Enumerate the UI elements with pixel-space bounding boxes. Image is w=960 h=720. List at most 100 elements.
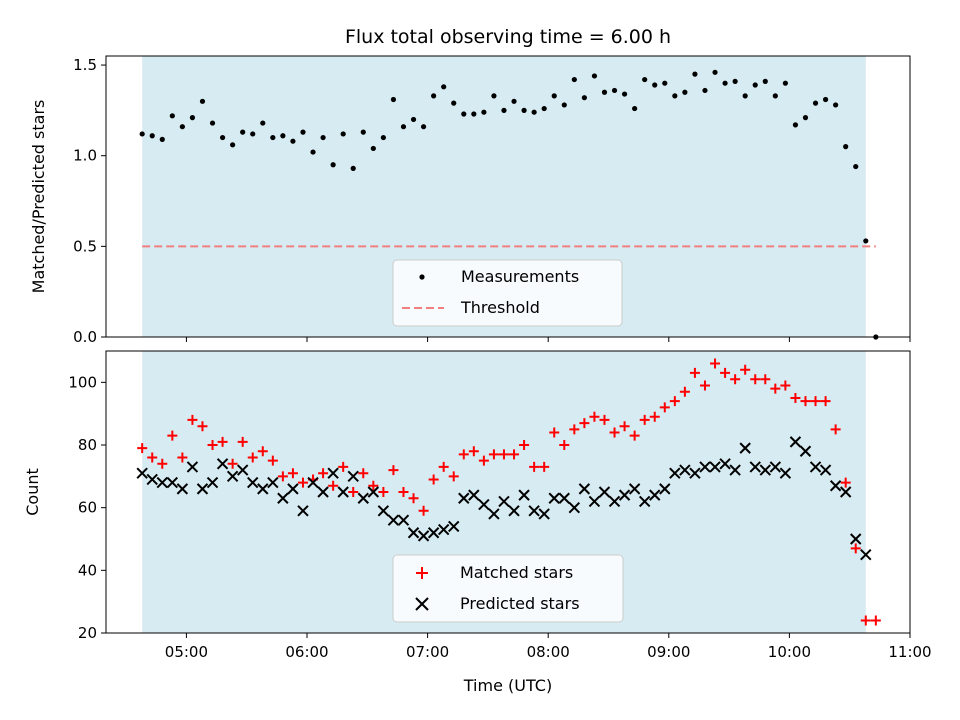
matched-star-point bbox=[720, 367, 731, 378]
matched-star-point bbox=[428, 474, 439, 485]
predicted-star-point bbox=[247, 476, 259, 489]
predicted-star-point bbox=[829, 480, 842, 492]
matched-star-point bbox=[870, 615, 881, 626]
measurement-point bbox=[822, 96, 829, 103]
measurement-point bbox=[551, 93, 557, 99]
x-tick-label: 09:00 bbox=[647, 643, 690, 661]
matched-star-point bbox=[157, 458, 168, 469]
matched-star-point bbox=[498, 449, 509, 460]
matched-star-point bbox=[257, 446, 268, 457]
measurement-point bbox=[350, 165, 356, 171]
measurement-point bbox=[250, 131, 256, 137]
x-tick-label: 11:00 bbox=[888, 643, 931, 661]
measurement-point bbox=[260, 120, 266, 126]
measurement-point bbox=[531, 109, 537, 115]
bottom-y-axis-label: Count bbox=[23, 468, 42, 516]
matched-star-point bbox=[328, 480, 339, 491]
measurement-point bbox=[802, 115, 809, 121]
matched-star-point bbox=[187, 414, 198, 425]
predicted-star-point bbox=[267, 476, 279, 489]
matched-star-point bbox=[529, 461, 540, 472]
matched-star-point bbox=[368, 480, 379, 491]
predicted-star-point bbox=[759, 464, 771, 476]
predicted-star-point bbox=[689, 467, 701, 479]
measurement-point bbox=[742, 93, 748, 99]
predicted-star-point bbox=[136, 467, 148, 479]
measurement-point bbox=[159, 136, 165, 142]
predicted-star-point bbox=[628, 483, 641, 495]
measurement-point bbox=[189, 115, 196, 121]
predicted-star-point bbox=[448, 520, 460, 533]
y-tick-label: 40 bbox=[78, 561, 97, 579]
measurement-point bbox=[420, 124, 427, 130]
predicted-star-point bbox=[468, 489, 480, 501]
predicted-star-point bbox=[578, 483, 591, 495]
matched-star-point bbox=[549, 427, 560, 438]
predicted-star-point bbox=[417, 530, 430, 542]
measurement-point bbox=[682, 89, 688, 95]
matched-star-point bbox=[850, 543, 861, 554]
measurement-point bbox=[400, 124, 407, 130]
measurement-point bbox=[451, 100, 457, 106]
measurement-point bbox=[169, 113, 175, 119]
bottom-x-axis-label: Time (UTC) bbox=[463, 676, 552, 695]
bottom-y-ticks: 20 40 60 80 100 bbox=[68, 373, 106, 642]
predicted-star-point bbox=[206, 476, 219, 489]
predicted-star-point bbox=[427, 527, 440, 539]
measurement-point bbox=[812, 100, 819, 106]
measurement-point bbox=[833, 102, 839, 108]
measurement-point bbox=[501, 107, 507, 113]
matched-star-point bbox=[408, 493, 419, 504]
matched-star-point bbox=[629, 430, 640, 441]
measurement-point bbox=[712, 69, 718, 75]
matched-star-point bbox=[589, 411, 600, 422]
predicted-star-point bbox=[789, 436, 802, 448]
measurement-point bbox=[792, 122, 799, 128]
matched-star-point bbox=[740, 364, 751, 375]
measurement-point bbox=[179, 124, 185, 130]
measurement-point bbox=[209, 120, 216, 126]
matched-star-point bbox=[388, 465, 399, 476]
matched-star-point bbox=[770, 383, 781, 394]
predicted-star-point bbox=[699, 461, 711, 473]
matched-star-point bbox=[227, 458, 238, 469]
legend-matched-label: Matched stars bbox=[460, 563, 573, 582]
predicted-star-point bbox=[478, 498, 490, 511]
predicted-star-point bbox=[277, 492, 289, 504]
predicted-star-point bbox=[538, 508, 550, 520]
measurement-point bbox=[431, 93, 437, 99]
bottom-plot-frame bbox=[105, 350, 911, 634]
matched-star-point bbox=[277, 471, 288, 482]
predicted-star-point bbox=[548, 492, 560, 504]
measurement-point bbox=[441, 84, 447, 90]
y-tick-label: 1.0 bbox=[73, 147, 97, 165]
matched-star-point bbox=[679, 386, 690, 397]
predicted-star-point bbox=[337, 486, 349, 498]
bottom-plot-panel: 20 40 60 80 100 05:00 06:00 07:00 08:00 09:00 10:… bbox=[23, 350, 932, 695]
predicted-star-point bbox=[347, 470, 359, 483]
predicted-star-point bbox=[709, 461, 721, 473]
matched-star-point bbox=[760, 374, 771, 385]
measurement-point bbox=[732, 78, 738, 84]
matched-star-point bbox=[730, 374, 741, 385]
x-tick-label: 06:00 bbox=[285, 643, 328, 661]
top-y-ticks: 0.0 0.5 1.0 1.5 bbox=[73, 56, 106, 346]
measurement-point bbox=[521, 107, 527, 113]
matched-star-point bbox=[287, 468, 298, 479]
matched-star-point bbox=[267, 455, 278, 466]
y-tick-label: 0.0 bbox=[73, 328, 97, 346]
measurement-point bbox=[139, 131, 145, 137]
matched-star-point bbox=[378, 487, 389, 497]
matched-star-point bbox=[167, 430, 178, 441]
measurement-point bbox=[481, 109, 487, 115]
measurement-point bbox=[511, 98, 517, 104]
measurement-point bbox=[581, 95, 587, 101]
top-legend-box bbox=[392, 259, 623, 327]
measurement-point bbox=[340, 131, 346, 137]
predicted-star-point bbox=[186, 461, 199, 473]
matched-star-point bbox=[800, 396, 811, 407]
predicted-star-point bbox=[598, 486, 611, 498]
y-tick-label: 80 bbox=[78, 436, 97, 454]
